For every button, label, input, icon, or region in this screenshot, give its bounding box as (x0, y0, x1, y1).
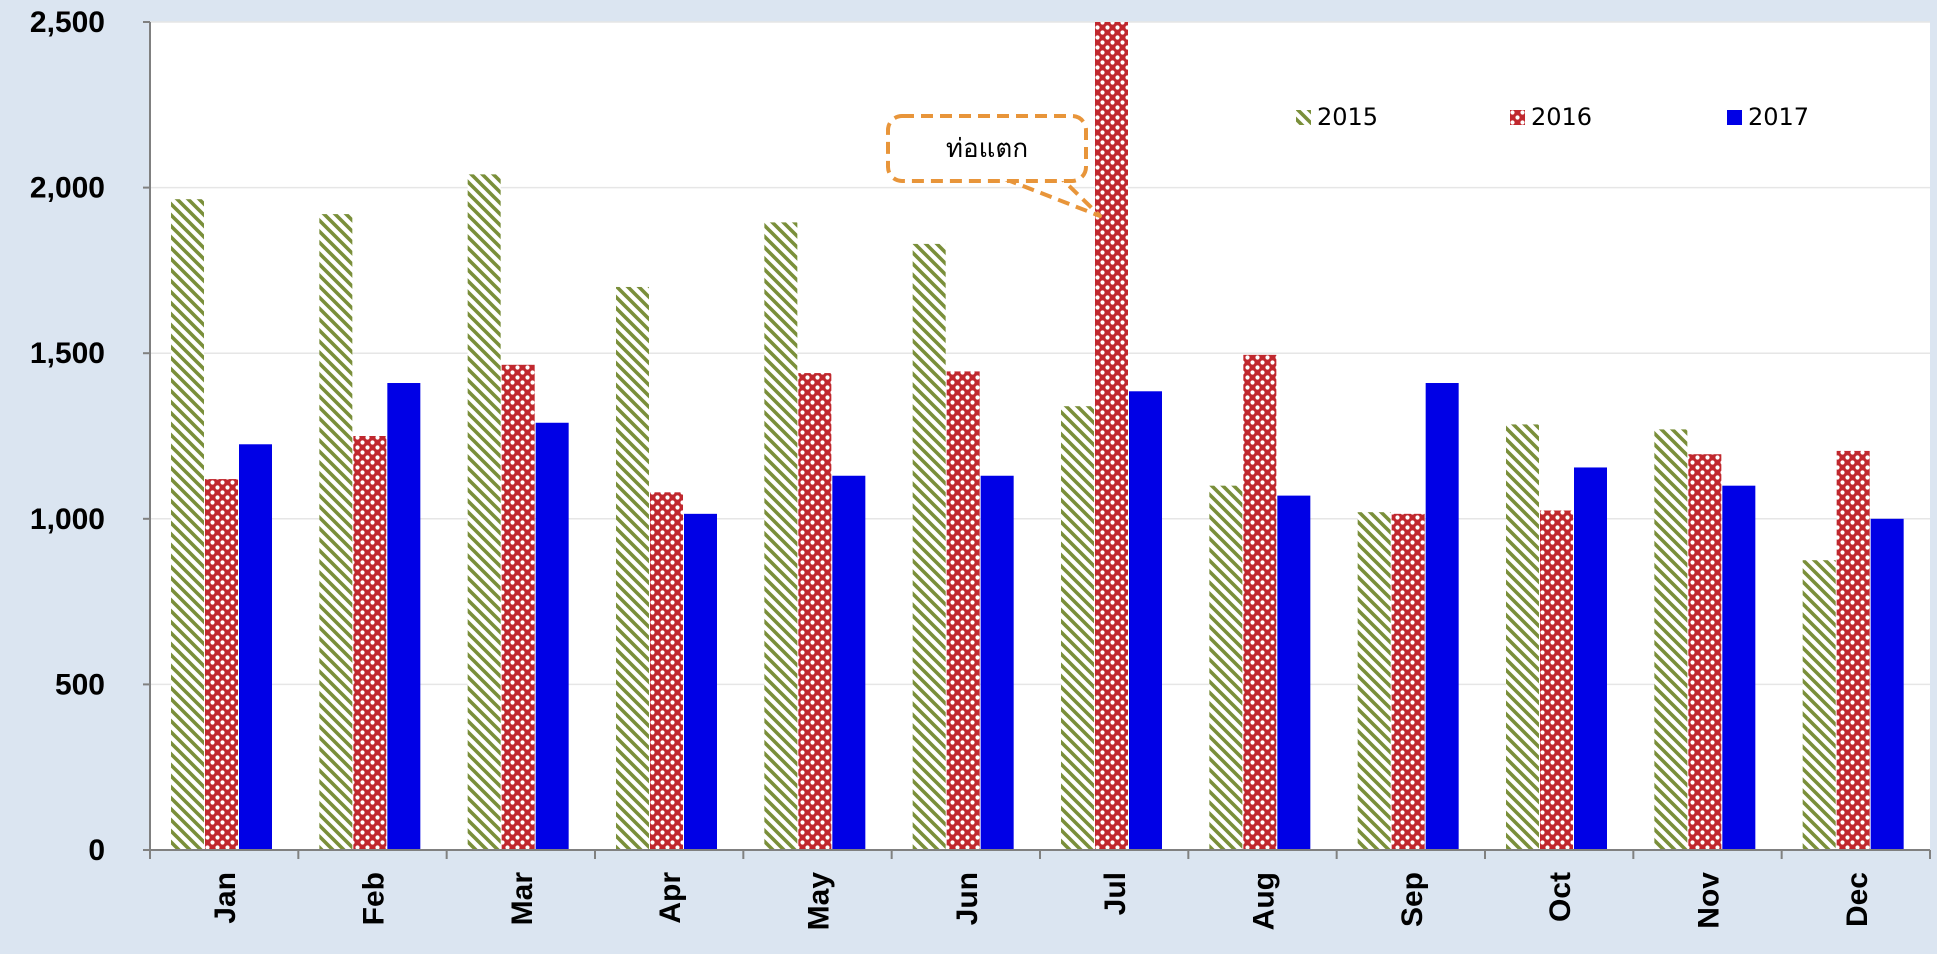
bar-sep-2017 (1425, 383, 1459, 850)
bar-feb-2016 (353, 436, 387, 850)
bar-jul-2017 (1129, 391, 1162, 850)
bar-jan-2015 (171, 199, 204, 850)
bar-apr-2016 (650, 492, 683, 850)
bar-nov-2017 (1722, 485, 1756, 850)
x-tick-label-may: May (803, 872, 836, 931)
legend: 2015 2016 2017 (1296, 103, 1809, 131)
bar-oct-2017 (1574, 467, 1607, 850)
x-tick-label-sep: Sep (1396, 872, 1429, 927)
y-tick-label: 0 (88, 834, 105, 867)
bar-sep-2016 (1391, 513, 1425, 850)
bar-aug-2016 (1243, 354, 1277, 850)
bar-sep-2015 (1357, 512, 1391, 850)
bar-dec-2015 (1802, 560, 1836, 850)
y-tick-label: 1,000 (30, 503, 105, 536)
x-tick-label-aug: Aug (1248, 872, 1281, 930)
x-tick-label-apr: Apr (654, 872, 687, 924)
bar-jun-2016 (946, 371, 980, 850)
legend-swatch-2016 (1510, 110, 1525, 125)
bar-jan-2017 (239, 444, 272, 850)
bar-oct-2016 (1540, 510, 1573, 850)
bar-feb-2017 (387, 383, 421, 850)
y-tick-labels: 0 500 1,000 1,500 2,000 2,500 (30, 6, 105, 867)
bar-mar-2016 (501, 364, 535, 850)
bar-oct-2015 (1506, 424, 1539, 850)
x-tick-label-dec: Dec (1841, 872, 1874, 927)
legend-label-2017: 2017 (1748, 103, 1809, 131)
callout-box (886, 114, 1088, 183)
bar-apr-2017 (684, 513, 717, 850)
annotation-callout: ท่อแตก (886, 114, 1102, 218)
x-tick-label-feb: Feb (358, 872, 391, 925)
bar-jul-2016 (1095, 22, 1128, 850)
callout-pointer (1004, 177, 1102, 218)
bar-aug-2015 (1209, 485, 1243, 850)
bar-aug-2017 (1277, 495, 1311, 850)
bar-may-2015 (764, 222, 798, 851)
bar-dec-2017 (1870, 518, 1904, 850)
x-tick-labels: Jan Feb Mar Apr May Jun Jul Aug Sep Oct Nov Dec (209, 872, 1874, 931)
bar-jul-2015 (1061, 406, 1094, 850)
bar-nov-2015 (1654, 429, 1688, 850)
bar-feb-2015 (319, 214, 353, 850)
x-tick-label-jun: Jun (951, 872, 984, 925)
legend-swatch-2015 (1296, 110, 1311, 125)
y-tick-label: 1,500 (30, 337, 105, 370)
bar-nov-2016 (1688, 454, 1722, 850)
bar-jun-2017 (980, 475, 1014, 850)
legend-label-2016: 2016 (1531, 103, 1592, 131)
y-tick-label: 2,500 (30, 6, 105, 39)
y-tick-label: 2,000 (30, 172, 105, 205)
bar-may-2016 (798, 373, 832, 850)
bar-mar-2017 (535, 422, 569, 850)
bar-jan-2016 (205, 479, 238, 850)
bar-apr-2015 (616, 286, 649, 851)
axes (143, 21, 1931, 859)
bars (171, 22, 1904, 851)
x-tick-label-oct: Oct (1544, 872, 1577, 922)
legend-swatch-2017 (1727, 110, 1742, 125)
bar-dec-2016 (1836, 450, 1870, 850)
x-tick-label-jan: Jan (209, 872, 242, 924)
callout-text: ท่อแตก (946, 134, 1028, 164)
bar-jun-2015 (912, 243, 946, 851)
bar-may-2017 (832, 475, 866, 850)
legend-label-2015: 2015 (1317, 103, 1378, 131)
bar-mar-2015 (467, 174, 501, 851)
x-tick-label-nov: Nov (1693, 872, 1726, 929)
x-tick-label-jul: Jul (1099, 872, 1132, 915)
x-tick-label-mar: Mar (506, 872, 539, 926)
y-tick-label: 500 (55, 668, 105, 701)
